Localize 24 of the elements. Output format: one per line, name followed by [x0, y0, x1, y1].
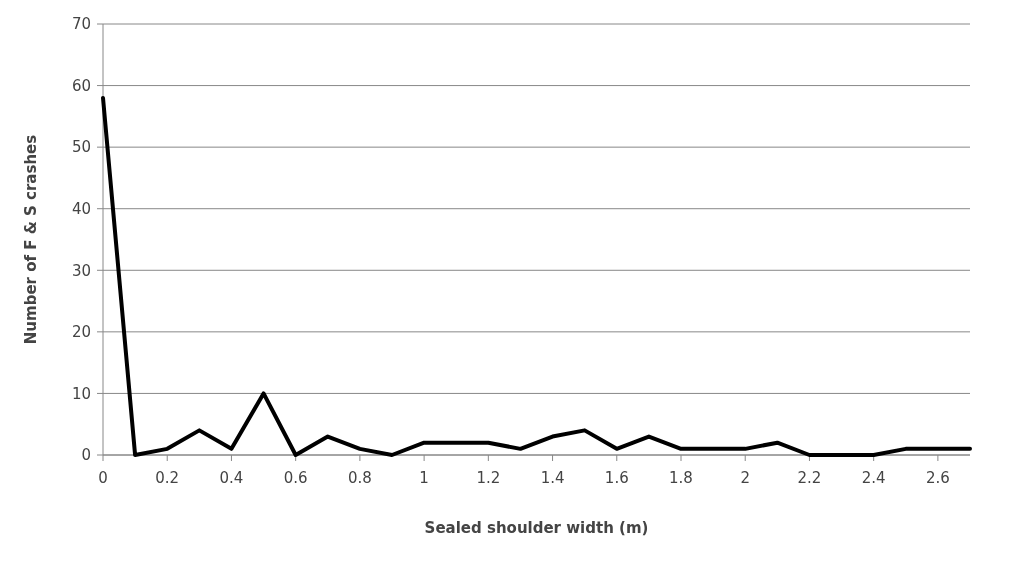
x-tick-label: 0.6	[283, 469, 308, 487]
y-tick-label: 70	[71, 15, 91, 34]
x-tick-label: 2.6	[925, 469, 950, 487]
y-axis-title: Number of F & S crashes	[22, 134, 40, 345]
y-tick-label: 60	[71, 76, 91, 95]
x-tick-label: 1.4	[540, 469, 565, 487]
x-tick-label: 0.4	[219, 469, 244, 487]
x-tick-label: 1.8	[669, 469, 693, 487]
x-tick-label: 1.2	[476, 469, 501, 487]
y-tick-label: 0	[81, 446, 91, 465]
x-tick-label: 1.6	[604, 469, 629, 487]
x-axis-title: Sealed shoulder width (m)	[424, 519, 649, 537]
x-tick-label: 2.4	[861, 469, 886, 487]
x-tick-label: 1	[419, 469, 429, 487]
x-tick-label: 0	[98, 469, 108, 487]
y-tick-label: 40	[71, 199, 91, 218]
y-tick-label: 50	[71, 138, 91, 157]
x-tick-label: 2	[740, 469, 750, 487]
y-tick-label: 30	[71, 261, 91, 280]
x-tick-label: 2.2	[797, 469, 822, 487]
x-tick-label: 0.2	[155, 469, 180, 487]
y-tick-label: 10	[71, 384, 91, 403]
x-tick-label: 0.8	[347, 469, 372, 487]
y-tick-label: 20	[71, 323, 91, 342]
